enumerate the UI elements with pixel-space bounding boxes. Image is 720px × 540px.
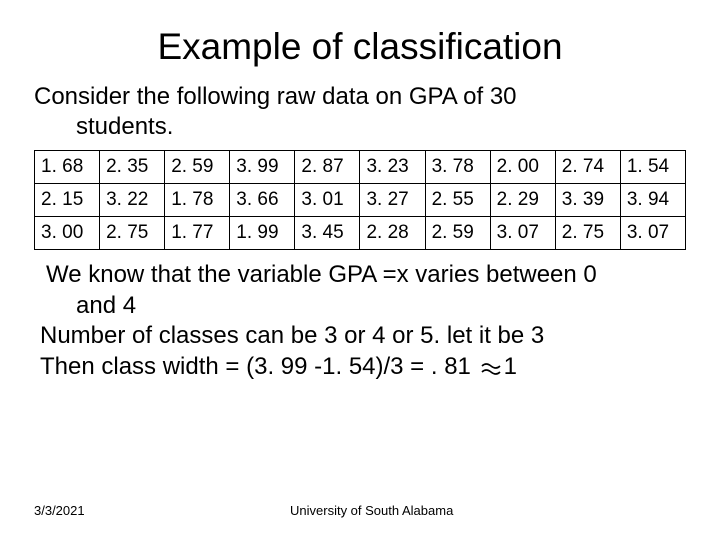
footer-date: 3/3/2021 xyxy=(34,503,254,518)
body-p3: Then class width = (3. 99 -1. 54)/3 = . … xyxy=(40,352,686,383)
table-cell: 3. 07 xyxy=(620,217,685,250)
table-cell: 1. 68 xyxy=(35,151,100,184)
body-p1-line1: We know that the variable GPA =x varies … xyxy=(46,261,597,288)
table-cell: 3. 78 xyxy=(425,151,490,184)
table-cell: 2. 28 xyxy=(360,217,425,250)
table-cell: 3. 94 xyxy=(620,184,685,217)
body-p2: Number of classes can be 3 or 4 or 5. le… xyxy=(40,321,686,352)
body-p3-prefix: Then class width = (3. 99 -1. 54)/3 = . … xyxy=(40,353,478,380)
table-cell: 2. 29 xyxy=(490,184,555,217)
footer-university: University of South Alabama xyxy=(254,503,686,518)
table-cell: 2. 15 xyxy=(35,184,100,217)
body-p1-line2: and 4 xyxy=(76,292,136,319)
table-cell: 2. 75 xyxy=(555,217,620,250)
gpa-table: 1. 68 2. 35 2. 59 3. 99 2. 87 3. 23 3. 7… xyxy=(34,150,686,250)
table-cell: 3. 27 xyxy=(360,184,425,217)
table-cell: 2. 74 xyxy=(555,151,620,184)
table-cell: 3. 66 xyxy=(230,184,295,217)
table-cell: 2. 00 xyxy=(490,151,555,184)
body-p3-suffix: 1 xyxy=(504,353,517,380)
table-cell: 1. 54 xyxy=(620,151,685,184)
table-cell: 2. 59 xyxy=(165,151,230,184)
slide-title: Example of classification xyxy=(34,26,686,68)
table-cell: 1. 99 xyxy=(230,217,295,250)
slide: Example of classification Consider the f… xyxy=(0,0,720,540)
table-cell: 3. 23 xyxy=(360,151,425,184)
table-cell: 1. 78 xyxy=(165,184,230,217)
table-row: 1. 68 2. 35 2. 59 3. 99 2. 87 3. 23 3. 7… xyxy=(35,151,686,184)
table-cell: 3. 22 xyxy=(100,184,165,217)
approx-icon xyxy=(481,362,501,376)
table-cell: 1. 77 xyxy=(165,217,230,250)
table-cell: 3. 45 xyxy=(295,217,360,250)
intro-line-2: students. xyxy=(40,113,173,140)
table-cell: 3. 07 xyxy=(490,217,555,250)
table-cell: 2. 55 xyxy=(425,184,490,217)
table-cell: 2. 35 xyxy=(100,151,165,184)
body-p1: We know that the variable GPA =x varies … xyxy=(40,260,686,321)
body-text: We know that the variable GPA =x varies … xyxy=(34,260,686,383)
intro-text: Consider the following raw data on GPA o… xyxy=(34,82,686,142)
intro-line-1: Consider the following raw data on GPA o… xyxy=(34,83,517,110)
table-row: 3. 00 2. 75 1. 77 1. 99 3. 45 2. 28 2. 5… xyxy=(35,217,686,250)
footer: 3/3/2021 University of South Alabama xyxy=(34,503,686,518)
table-cell: 2. 75 xyxy=(100,217,165,250)
table-cell: 3. 00 xyxy=(35,217,100,250)
table-cell: 2. 87 xyxy=(295,151,360,184)
table-cell: 3. 99 xyxy=(230,151,295,184)
table-cell: 3. 01 xyxy=(295,184,360,217)
table-cell: 3. 39 xyxy=(555,184,620,217)
table-row: 2. 15 3. 22 1. 78 3. 66 3. 01 3. 27 2. 5… xyxy=(35,184,686,217)
table-cell: 2. 59 xyxy=(425,217,490,250)
